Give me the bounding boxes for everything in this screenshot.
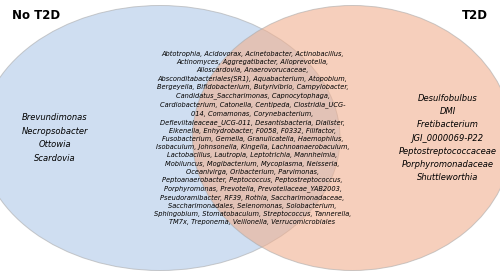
Text: T2D: T2D (462, 9, 487, 22)
Text: Brevundimonas
Necropsobacter
Ottowia
Scardovia: Brevundimonas Necropsobacter Ottowia Sca… (22, 113, 88, 163)
Text: Abtotrophia, Acidovorax, Acinetobacter, Actinobacillus,
Actinomyces, Aggregatiba: Abtotrophia, Acidovorax, Acinetobacter, … (154, 51, 351, 225)
Text: No T2D: No T2D (12, 9, 60, 22)
Text: Desulfobulbus
DMI
Fretibacterium
JGI_0000069-P22
Peptostreptococcaceae
Porphyrom: Desulfobulbus DMI Fretibacterium JGI_000… (398, 94, 496, 182)
Ellipse shape (192, 6, 500, 270)
Ellipse shape (0, 6, 340, 270)
